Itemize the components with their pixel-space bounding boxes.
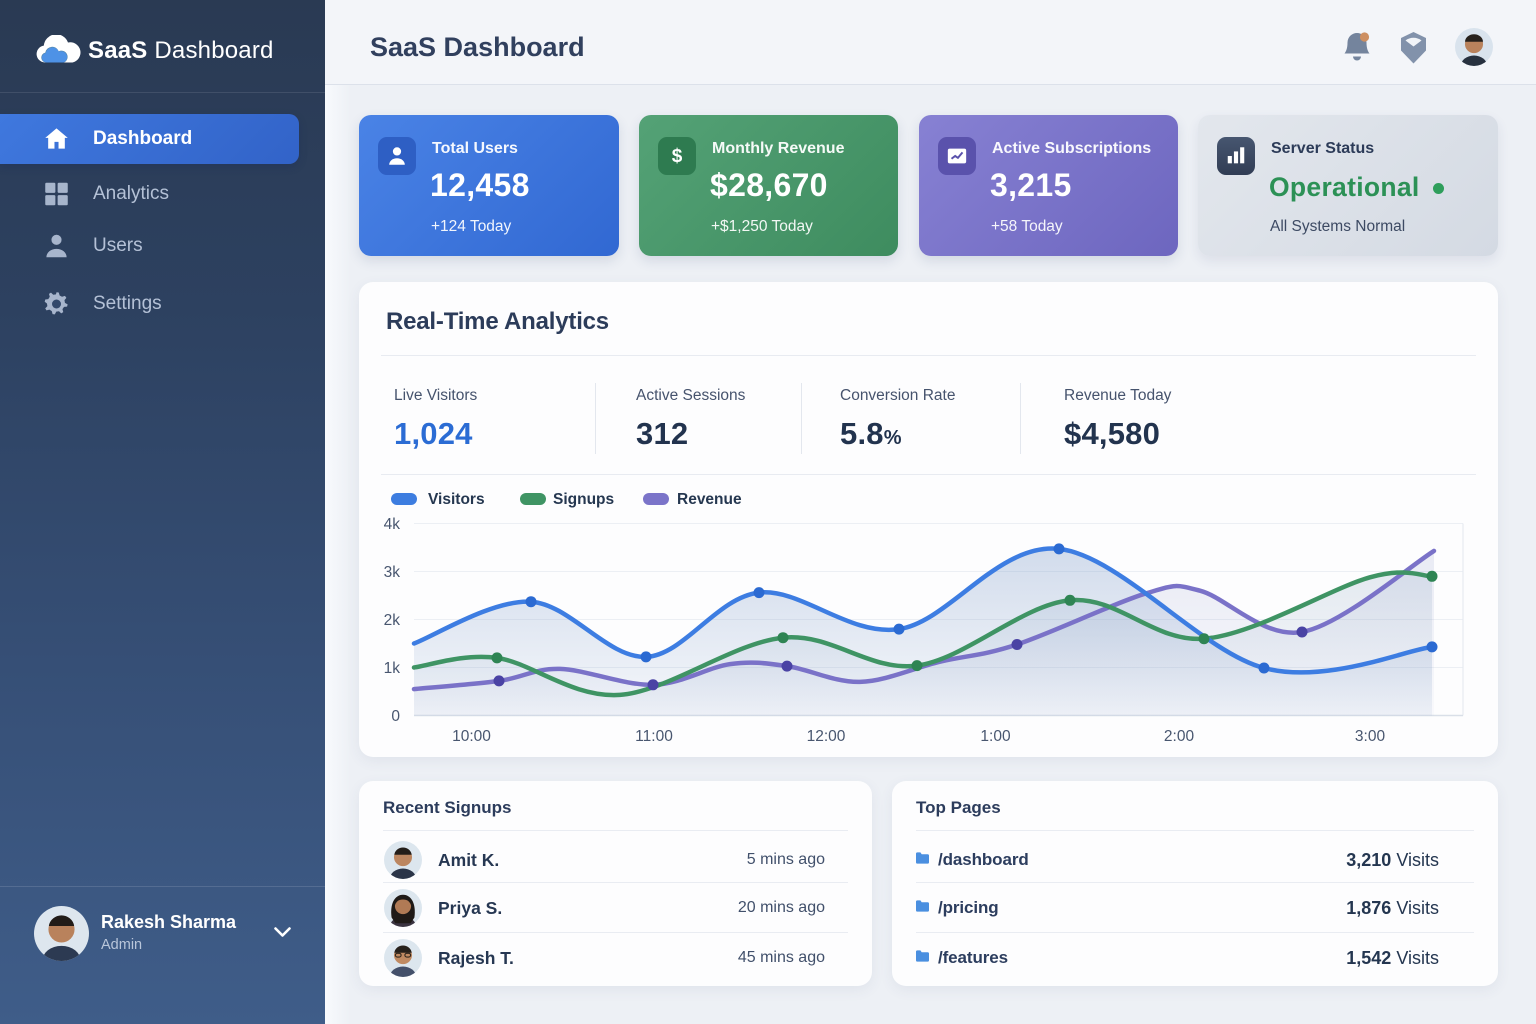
svg-text:1:00: 1:00	[980, 728, 1011, 745]
svg-text:12:00: 12:00	[807, 728, 846, 745]
svg-text:0: 0	[391, 708, 400, 725]
svg-text:4k: 4k	[384, 516, 401, 533]
svg-text:3:00: 3:00	[1355, 728, 1386, 745]
svg-text:1k: 1k	[384, 660, 401, 677]
svg-text:2k: 2k	[384, 612, 401, 629]
svg-text:3k: 3k	[384, 564, 401, 581]
svg-text:2:00: 2:00	[1164, 728, 1195, 745]
svg-text:$: $	[672, 146, 683, 167]
svg-text:10:00: 10:00	[452, 728, 491, 745]
svg-text:11:00: 11:00	[635, 728, 673, 745]
